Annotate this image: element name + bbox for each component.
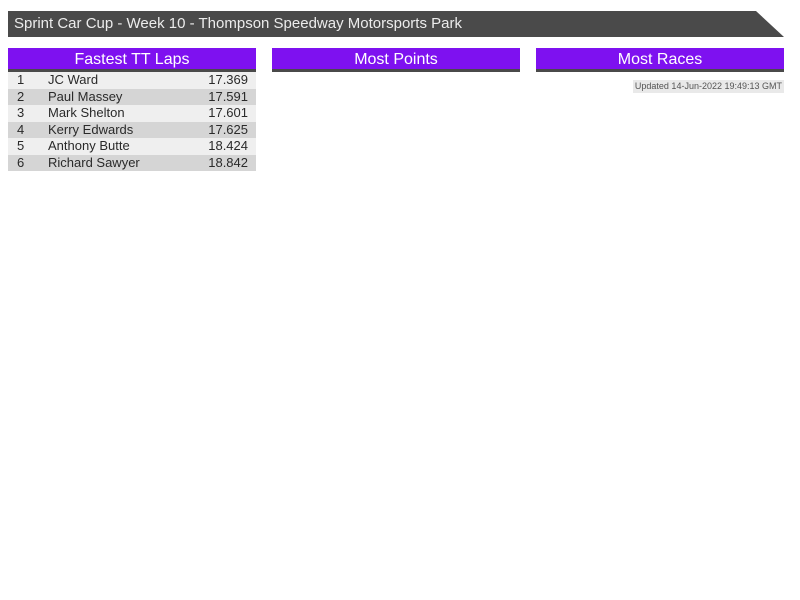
section-header-fastest-tt-laps: Fastest TT Laps	[8, 48, 256, 72]
driver-name-cell: Kerry Edwards	[48, 121, 134, 137]
driver-name-cell: Paul Massey	[48, 88, 123, 104]
updated-timestamp-wrap: Updated 14-Jun-2022 19:49:13 GMT	[536, 76, 784, 94]
rank-cell: 5	[17, 138, 25, 153]
lap-time-cell: 18.424	[208, 138, 248, 153]
rank-cell: 1	[17, 72, 25, 87]
rank-cell: 6	[17, 154, 25, 170]
lap-time-cell: 17.625	[208, 121, 248, 137]
table-row: 4 Kerry Edwards 17.625	[8, 121, 256, 138]
rank-cell: 2	[17, 88, 25, 104]
table-row: 3 Mark Shelton 17.601	[8, 105, 256, 122]
page-title-banner: Sprint Car Cup - Week 10 - Thompson Spee…	[8, 11, 784, 37]
table-row: 5 Anthony Butte 18.424	[8, 138, 256, 155]
driver-name-cell: JC Ward	[48, 72, 99, 87]
section-fastest-tt-laps: Fastest TT Laps 1 JC Ward 17.369 2 Paul …	[8, 48, 256, 171]
section-most-races: Most Races Updated 14-Jun-2022 19:49:13 …	[536, 48, 784, 171]
section-most-points: Most Points	[272, 48, 520, 171]
lap-time-cell: 17.369	[208, 72, 248, 87]
section-header-most-races: Most Races	[536, 48, 784, 72]
driver-name-cell: Anthony Butte	[48, 138, 130, 153]
fastest-tt-laps-table: 1 JC Ward 17.369 2 Paul Massey 17.591 3 …	[8, 72, 256, 171]
page-title: Sprint Car Cup - Week 10 - Thompson Spee…	[14, 15, 462, 32]
lap-time-cell: 17.591	[208, 88, 248, 104]
updated-timestamp: Updated 14-Jun-2022 19:49:13 GMT	[632, 80, 784, 93]
table-row: 1 JC Ward 17.369	[8, 72, 256, 89]
rank-cell: 4	[17, 121, 25, 137]
page: Sprint Car Cup - Week 10 - Thompson Spee…	[0, 0, 800, 171]
driver-name-cell: Mark Shelton	[48, 105, 125, 120]
table-row: 6 Richard Sawyer 18.842	[8, 154, 256, 171]
rank-cell: 3	[17, 105, 25, 120]
leaderboard-columns: Fastest TT Laps 1 JC Ward 17.369 2 Paul …	[8, 48, 792, 171]
table-row: 2 Paul Massey 17.591	[8, 88, 256, 105]
driver-name-cell: Richard Sawyer	[48, 154, 140, 170]
lap-time-cell: 18.842	[208, 154, 248, 170]
lap-time-cell: 17.601	[208, 105, 248, 120]
section-header-most-points: Most Points	[272, 48, 520, 72]
